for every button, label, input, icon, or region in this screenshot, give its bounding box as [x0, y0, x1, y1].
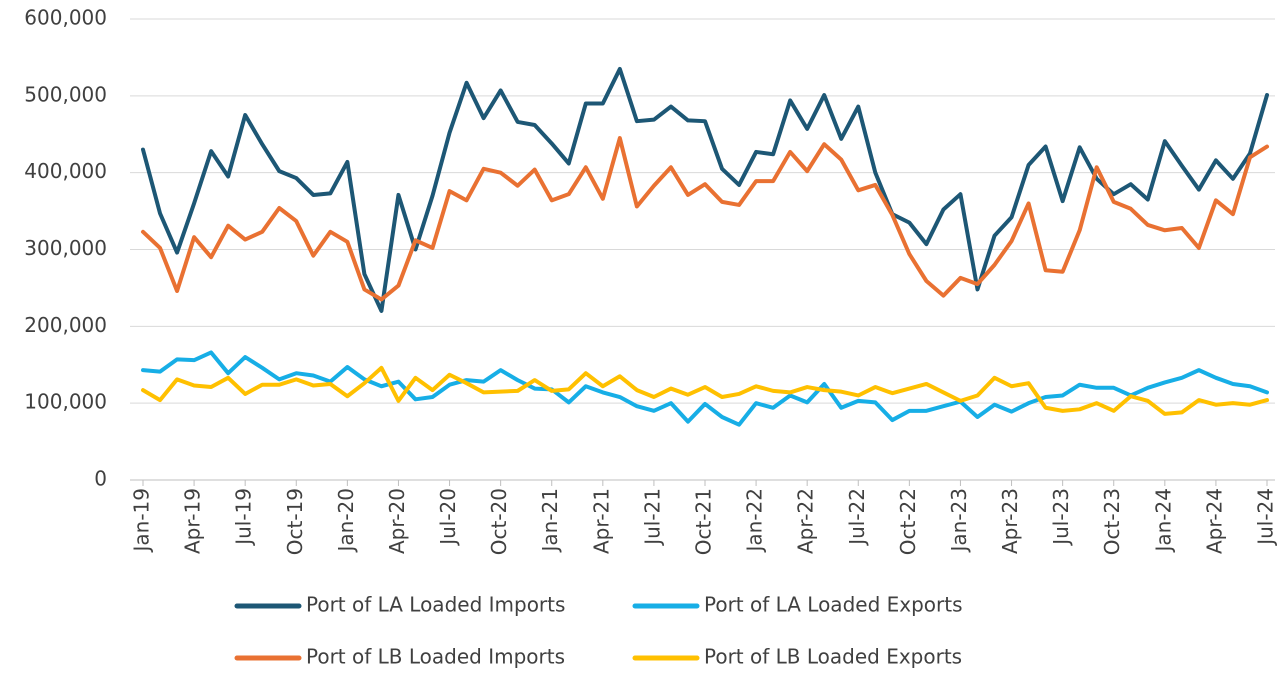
line-series — [141, 66, 1269, 313]
x-tick-label: Jul-19 — [232, 488, 256, 547]
x-tick-label: Jan-19 — [130, 488, 154, 554]
x-tick-label: Apr-23 — [998, 488, 1022, 554]
x-tick-label: Oct-22 — [896, 488, 920, 555]
x-tick-label: Oct-19 — [283, 488, 307, 555]
y-tick-label: 500,000 — [24, 82, 107, 106]
x-tick-label: Jul-21 — [640, 488, 664, 547]
y-tick-label: 200,000 — [24, 313, 107, 337]
y-tick-label: 100,000 — [24, 390, 107, 414]
x-tick-label: Jul-24 — [1254, 488, 1278, 547]
x-tick-label: Jan-22 — [743, 488, 767, 554]
x-tick-label: Oct-20 — [487, 488, 511, 555]
x-tick-label: Apr-20 — [385, 488, 409, 554]
y-tick-label: 0 — [94, 467, 107, 491]
x-tick-label: Jul-20 — [436, 488, 460, 547]
x-tick-label: Jan-20 — [334, 488, 358, 554]
x-tick-label: Apr-24 — [1202, 488, 1226, 554]
line-series — [141, 136, 1269, 302]
x-tick-label: Apr-21 — [589, 488, 613, 554]
line-series — [141, 350, 1269, 427]
x-tick-label: Apr-22 — [794, 488, 818, 554]
x-tick-label: Apr-19 — [181, 488, 205, 554]
legend-label: Port of LB Loaded Imports — [306, 645, 565, 669]
legend-label: Port of LB Loaded Exports — [704, 645, 962, 669]
y-tick-label: 300,000 — [24, 236, 107, 260]
legend-label: Port of LA Loaded Exports — [704, 593, 963, 617]
x-tick-label: Jul-23 — [1049, 488, 1073, 547]
legend-label: Port of LA Loaded Imports — [306, 593, 565, 617]
x-tick-label: Oct-21 — [692, 488, 716, 555]
y-tick-label: 400,000 — [24, 159, 107, 183]
x-tick-label: Jan-23 — [947, 488, 971, 554]
x-tick-label: Jan-24 — [1151, 488, 1175, 554]
x-tick-label: Jan-21 — [538, 488, 562, 554]
x-tick-label: Jul-22 — [845, 488, 869, 547]
line-series — [141, 365, 1269, 416]
x-tick-label: Oct-23 — [1100, 488, 1124, 555]
y-tick-label: 600,000 — [24, 6, 107, 30]
